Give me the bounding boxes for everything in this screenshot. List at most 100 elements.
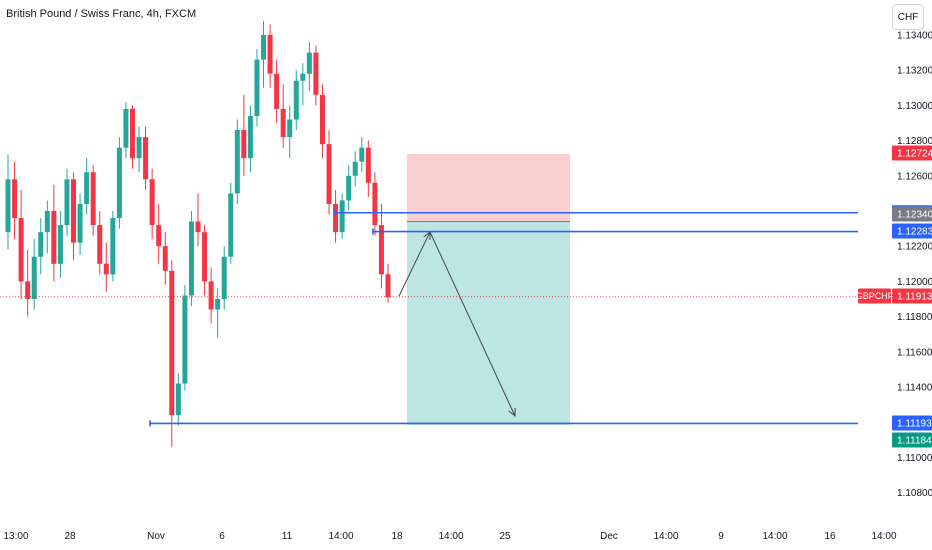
y-tick-label: 1.10800 <box>897 488 932 499</box>
price-tag-line <box>892 223 932 239</box>
candle-body <box>143 137 149 180</box>
x-tick-label: 25 <box>499 531 511 542</box>
candle <box>195 193 201 247</box>
y-tick-label: 1.13400 <box>897 31 932 42</box>
price-tag-value: 1.11193 <box>897 419 932 430</box>
candle-body <box>208 281 214 310</box>
candle <box>103 242 109 292</box>
candle-body <box>234 130 240 194</box>
price-tag-target <box>892 432 932 448</box>
candle <box>25 249 31 317</box>
candle <box>293 70 299 131</box>
candle <box>136 126 142 173</box>
time-axis: 13:00 28 Nov 6 11 14:00 18 14:00 25 Dec 14:00 9 14:0… <box>3 531 896 542</box>
candle-body <box>156 225 162 247</box>
y-tick-label: 1.12600 <box>897 171 932 182</box>
candle <box>346 165 352 211</box>
candle-body <box>103 263 109 275</box>
candle-body <box>228 193 234 257</box>
candle-body <box>306 52 312 74</box>
y-tick-label: 1.12000 <box>897 277 932 288</box>
x-tick-label: 9 <box>718 531 724 542</box>
candle <box>215 288 221 338</box>
price-tag-entry <box>892 206 932 222</box>
candle <box>156 203 162 264</box>
candle <box>12 161 18 240</box>
candle <box>234 119 240 204</box>
candle-body <box>51 211 57 264</box>
candle <box>162 232 168 285</box>
candle <box>57 211 63 278</box>
candle <box>280 84 286 148</box>
candle <box>359 137 365 173</box>
candle <box>378 203 384 289</box>
candle <box>300 63 306 106</box>
x-tick-label: Dec <box>600 531 618 542</box>
candle-body <box>136 137 142 159</box>
candle <box>169 260 175 447</box>
candle <box>71 172 77 261</box>
candle-body <box>293 80 299 120</box>
symbol-tag <box>858 288 891 304</box>
arrowhead-up <box>423 230 431 241</box>
candle-body <box>123 108 129 148</box>
x-tick-label: 16 <box>824 531 836 542</box>
x-tick-label: 13:00 <box>3 531 28 542</box>
price-tag-value: 1.11913 <box>897 292 932 303</box>
candle-body <box>110 218 116 275</box>
x-tick-label: 14:00 <box>871 531 896 542</box>
candle-body <box>247 115 253 159</box>
candle-body <box>31 256 37 299</box>
candle-body <box>346 175 352 201</box>
candle-body <box>339 200 345 233</box>
candle <box>274 59 280 123</box>
stop-loss-zone[interactable] <box>407 153 570 222</box>
candle <box>326 130 332 215</box>
candle-body <box>97 225 103 264</box>
candle-body <box>169 270 175 416</box>
price-tag-value: 1.12283 <box>897 227 932 238</box>
candle <box>188 211 194 307</box>
candle-body <box>12 179 18 219</box>
candle-body <box>333 203 339 233</box>
x-tick-label: 6 <box>219 531 225 542</box>
y-tick-label: 1.11800 <box>897 312 932 323</box>
candle <box>261 20 267 88</box>
take-profit-zone[interactable] <box>407 221 570 426</box>
y-tick-label: 1.11400 <box>897 383 932 394</box>
candle <box>84 158 90 215</box>
candle-body <box>175 383 181 416</box>
candle <box>372 172 378 236</box>
candle <box>319 84 325 159</box>
candle <box>90 165 96 236</box>
candle <box>247 105 253 173</box>
candle-body <box>84 172 90 204</box>
candle-body <box>241 130 247 159</box>
candle <box>129 105 135 169</box>
candle-body <box>71 179 77 243</box>
candle <box>241 94 247 176</box>
candle-body <box>378 225 384 275</box>
currency-button[interactable]: CHF <box>892 4 924 30</box>
x-tick-label: 14:00 <box>653 531 678 542</box>
candle-body <box>359 147 365 162</box>
candle-body <box>25 281 31 299</box>
y-tick-label: 1.12800 <box>897 136 932 147</box>
candle-body <box>287 119 293 138</box>
candle-body <box>64 179 70 226</box>
candle-body <box>162 246 168 271</box>
candle <box>267 24 273 88</box>
candle <box>208 267 214 324</box>
candle <box>149 168 155 240</box>
x-tick-label: 11 <box>282 531 293 542</box>
candle-body <box>129 108 135 159</box>
candle-body <box>18 218 24 282</box>
candle <box>333 189 339 243</box>
position-zones <box>0 153 858 426</box>
x-tick-label: 18 <box>391 531 403 542</box>
candles <box>5 20 391 447</box>
candle <box>123 101 129 159</box>
x-tick-label: Nov <box>147 531 165 542</box>
candle <box>64 168 70 236</box>
